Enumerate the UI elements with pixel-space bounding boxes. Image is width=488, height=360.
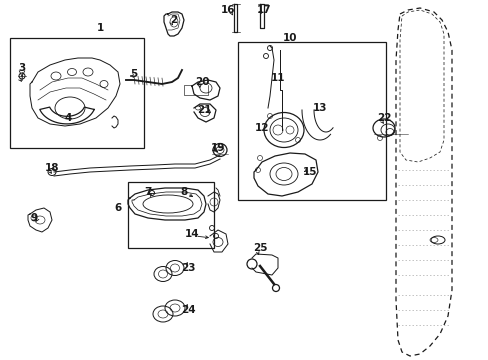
Text: 15: 15 — [302, 167, 317, 177]
Text: 12: 12 — [254, 123, 269, 133]
Text: 13: 13 — [312, 103, 326, 113]
Text: 10: 10 — [282, 33, 297, 43]
Text: 6: 6 — [114, 203, 122, 213]
Text: 21: 21 — [196, 105, 211, 115]
Text: 1: 1 — [96, 23, 103, 33]
Text: 19: 19 — [210, 143, 225, 153]
Text: 14: 14 — [184, 229, 199, 239]
Text: 4: 4 — [64, 113, 72, 123]
Bar — [128, 182, 214, 248]
Text: 20: 20 — [194, 77, 209, 87]
Text: 16: 16 — [220, 5, 235, 15]
Text: 9: 9 — [30, 213, 38, 223]
Text: 7: 7 — [144, 187, 151, 197]
Text: 11: 11 — [270, 73, 285, 83]
Bar — [238, 42, 385, 200]
Text: 18: 18 — [45, 163, 59, 173]
Text: 3: 3 — [19, 63, 25, 73]
Text: 24: 24 — [181, 305, 195, 315]
Text: 23: 23 — [181, 263, 195, 273]
Text: 22: 22 — [376, 113, 390, 123]
Text: 25: 25 — [252, 243, 267, 253]
Bar — [10, 38, 143, 148]
Text: 17: 17 — [256, 5, 271, 15]
Text: 8: 8 — [180, 187, 187, 197]
Text: 2: 2 — [170, 15, 177, 25]
Text: 5: 5 — [130, 69, 137, 79]
